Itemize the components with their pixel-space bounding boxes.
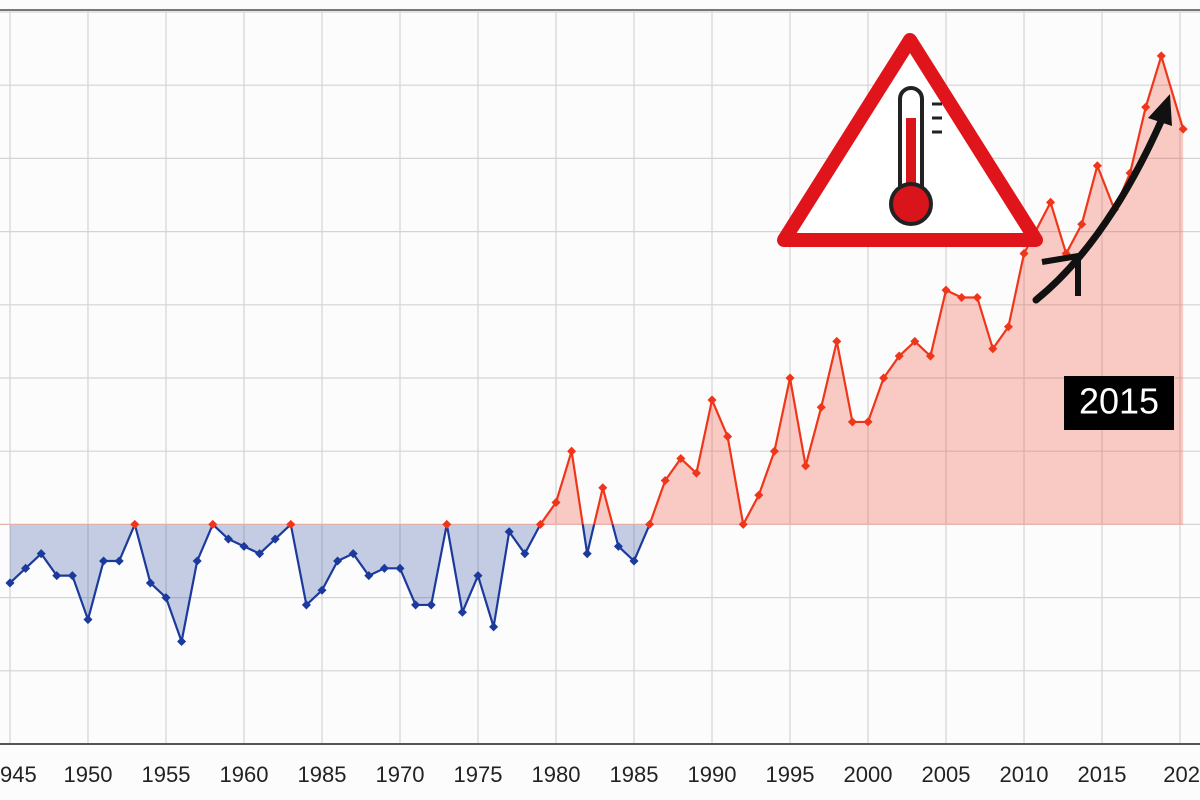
warning-icon bbox=[777, 33, 1043, 247]
x-tick-label: 1950 bbox=[64, 762, 113, 787]
point bbox=[801, 461, 811, 471]
x-tick-label: 1975 bbox=[454, 762, 503, 787]
point bbox=[832, 336, 842, 346]
point bbox=[83, 615, 93, 625]
point bbox=[1046, 197, 1056, 207]
point bbox=[613, 541, 623, 551]
x-tick-label: 1985 bbox=[298, 762, 347, 787]
point bbox=[1003, 322, 1013, 332]
point bbox=[598, 483, 608, 493]
point bbox=[785, 373, 795, 383]
point bbox=[457, 607, 467, 617]
point bbox=[879, 373, 889, 383]
trend-arrow bbox=[1032, 94, 1172, 304]
plot bbox=[0, 51, 1188, 647]
point bbox=[333, 556, 343, 566]
point bbox=[629, 556, 639, 566]
point bbox=[223, 534, 233, 544]
x-tick-label: 2000 bbox=[844, 762, 893, 787]
point bbox=[707, 395, 717, 405]
point bbox=[317, 585, 327, 595]
x-tick-label: 1995 bbox=[766, 762, 815, 787]
point bbox=[301, 600, 311, 610]
point bbox=[1092, 161, 1102, 171]
point bbox=[676, 453, 686, 464]
point bbox=[364, 571, 374, 581]
point bbox=[520, 549, 530, 559]
point bbox=[504, 527, 514, 537]
x-tick-label: 1990 bbox=[688, 762, 737, 787]
x-tick-label: 2015 bbox=[1078, 762, 1127, 787]
point bbox=[255, 549, 265, 559]
grid: 945 1950 1955 1960 1985 1970 1975 1980 1985 1990 1… bbox=[0, 9, 1200, 787]
point bbox=[442, 519, 452, 529]
thermometer-fill bbox=[906, 118, 916, 198]
point bbox=[567, 446, 577, 456]
point bbox=[1156, 51, 1166, 61]
point bbox=[645, 519, 655, 529]
annotation: 2015 bbox=[1079, 381, 1159, 422]
point bbox=[177, 636, 187, 647]
thermometer-bulb bbox=[889, 182, 933, 226]
point bbox=[738, 519, 748, 529]
point bbox=[379, 563, 389, 573]
point bbox=[489, 622, 499, 632]
x-tick-label: 1970 bbox=[376, 762, 425, 787]
point bbox=[910, 336, 920, 346]
x-tick-label: 2005 bbox=[922, 762, 971, 787]
point bbox=[130, 519, 140, 529]
annotation-box bbox=[1064, 376, 1174, 430]
point bbox=[395, 563, 405, 573]
x-tick-label: 202 bbox=[1163, 762, 1200, 787]
point bbox=[270, 534, 280, 544]
x-tick-label: 1955 bbox=[142, 762, 191, 787]
x-tick-label: 1985 bbox=[610, 762, 659, 787]
point bbox=[161, 593, 171, 603]
point bbox=[192, 556, 202, 566]
point bbox=[957, 292, 967, 303]
point bbox=[535, 519, 545, 529]
point bbox=[754, 490, 764, 500]
area bbox=[9, 55, 1184, 642]
x-tick-label: 2010 bbox=[1000, 762, 1049, 787]
x-tick-label: 1960 bbox=[220, 762, 269, 787]
thermometer-marks bbox=[932, 102, 942, 134]
x-tick-label: 1980 bbox=[532, 762, 581, 787]
x-tick-label: 945 bbox=[0, 762, 37, 787]
point bbox=[582, 549, 592, 559]
